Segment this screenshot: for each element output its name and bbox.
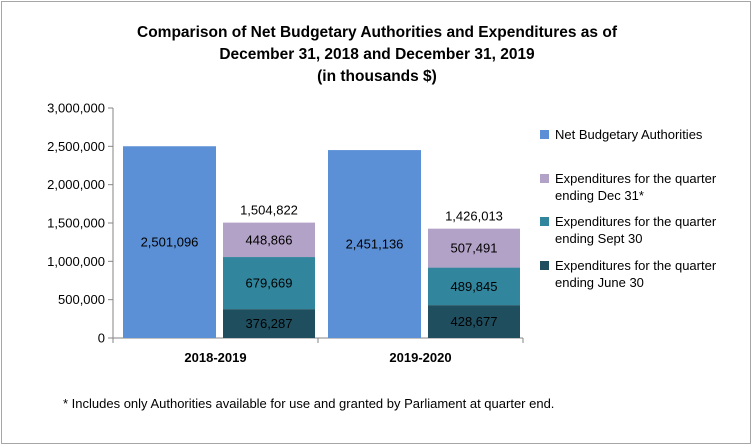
- data-label-expenditure-1-2018-2019: 679,669: [246, 276, 293, 291]
- bar-expenditure-0-2018-2019: [223, 309, 315, 338]
- chart-title-line-1: Comparison of Net Budgetary Authorities …: [137, 24, 617, 41]
- data-label-expenditure-1-2019-2020: 489,845: [451, 279, 498, 294]
- legend-item-authorities: Net Budgetary Authorities: [540, 126, 730, 143]
- chart-title: Comparison of Net Budgetary Authorities …: [0, 22, 754, 88]
- chart-title-line-3: (in thousands $): [317, 68, 437, 85]
- y-tick-label-5: 2,500,000: [47, 139, 105, 154]
- bar-expenditure-1-2018-2019: [223, 257, 315, 310]
- y-tick-label-0: 0: [98, 331, 105, 346]
- legend-label-sept30-line-2: ending Sept 30: [555, 231, 643, 246]
- bar-expenditure-2-2018-2019: [223, 222, 315, 258]
- footnote: * Includes only Authorities available fo…: [63, 396, 555, 411]
- data-label-expenditure-0-2019-2020: 428,677: [451, 314, 498, 329]
- data-label-total-2019-2020: 1,426,013: [445, 209, 503, 224]
- legend-label-dec31-line-1: Expenditures for the quarter: [555, 171, 717, 186]
- y-tick-label-3: 1,500,000: [47, 216, 105, 231]
- y-tick-label-1: 500,000: [58, 292, 105, 307]
- bar-expenditure-2-2019-2020: [428, 228, 520, 268]
- x-category-label-2018-2019: 2018-2019: [184, 350, 246, 365]
- legend-item-dec31: Expenditures for the quarter ending Dec …: [540, 170, 730, 204]
- legend-swatch-june30: [540, 261, 549, 270]
- legend-label-dec31-line-2: ending Dec 31*: [555, 188, 644, 203]
- y-tick-label-2: 1,000,000: [47, 254, 105, 269]
- y-tick-label-6: 3,000,000: [47, 101, 105, 116]
- legend-label-sept30-line-1: Expenditures for the quarter: [555, 214, 717, 229]
- bar-expenditure-1-2019-2020: [428, 267, 520, 306]
- legend-label-june30: Expenditures for the quarter ending June…: [555, 257, 730, 291]
- legend-label-sept30: Expenditures for the quarter ending Sept…: [555, 213, 730, 247]
- legend-swatch-dec31: [540, 174, 549, 183]
- legend-swatch-authorities: [540, 130, 549, 139]
- legend-label-authorities-line-1: Net Budgetary Authorities: [555, 127, 703, 142]
- legend-item-sept30: Expenditures for the quarter ending Sept…: [540, 213, 730, 247]
- data-label-authorities-2018-2019: 2,501,096: [141, 235, 199, 250]
- legend-label-june30-line-1: Expenditures for the quarter: [555, 258, 717, 273]
- data-label-total-2018-2019: 1,504,822: [240, 203, 298, 218]
- x-category-label-2019-2020: 2019-2020: [389, 350, 451, 365]
- legend-label-june30-line-2: ending June 30: [555, 275, 644, 290]
- data-label-authorities-2019-2020: 2,451,136: [346, 237, 404, 252]
- legend-swatch-sept30: [540, 217, 549, 226]
- legend-label-dec31: Expenditures for the quarter ending Dec …: [555, 170, 730, 204]
- bar-authorities-2019-2020: [328, 150, 421, 338]
- bar-authorities-2018-2019: [123, 146, 216, 338]
- bar-expenditure-0-2019-2020: [428, 305, 520, 338]
- data-label-expenditure-0-2018-2019: 376,287: [246, 316, 293, 331]
- legend-item-june30: Expenditures for the quarter ending June…: [540, 257, 730, 291]
- legend-label-authorities: Net Budgetary Authorities: [555, 126, 730, 143]
- data-label-expenditure-2-2019-2020: 507,491: [451, 241, 498, 256]
- data-label-expenditure-2-2018-2019: 448,866: [246, 232, 293, 247]
- y-tick-label-4: 2,000,000: [47, 177, 105, 192]
- chart-title-line-2: December 31, 2018 and December 31, 2019: [219, 46, 535, 63]
